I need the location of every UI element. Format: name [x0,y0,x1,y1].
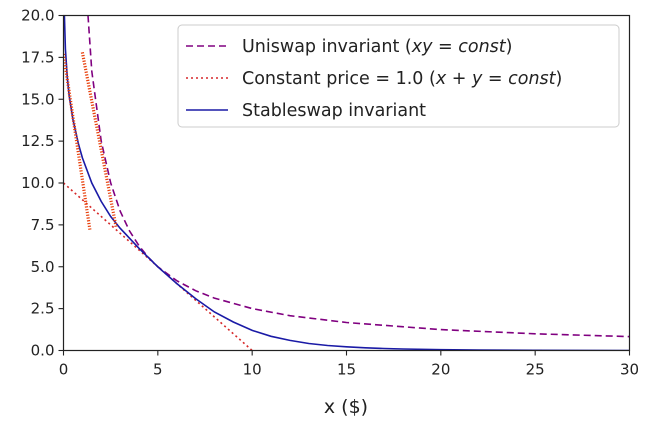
x-tick-label: 5 [153,361,163,379]
ticks-layer: 0 5 10 15 20 25 30 0.0 2.5 5.0 7.5 10.0 12.5 15.0 17.5… [21,7,639,379]
y-tick-label: 5.0 [31,258,55,276]
y-tick-label: 20.0 [21,7,54,25]
x-tick-label: 30 [620,361,639,379]
x-tick-label: 10 [243,361,262,379]
y-tick-label: 10.0 [21,174,54,192]
y-tick-label: 7.5 [31,216,55,234]
y-tick-label: 15.0 [21,90,54,108]
x-tick-label: 20 [431,361,450,379]
y-tick-label: 0.0 [31,342,55,360]
legend-label-1: Uniswap invariant (xy = const) [242,37,513,57]
y-tick-label: 12.5 [21,132,54,150]
tangent-line-2 [80,52,118,229]
x-tick-label: 0 [59,361,69,379]
legend-label-3: Stableswap invariant [242,101,426,121]
x-axis-label: x ($) [324,396,368,418]
y-tick-label: 17.5 [21,48,54,66]
x-tick-label: 15 [337,361,356,379]
series-line-1 [87,15,630,338]
x-tick-label: 25 [526,361,545,379]
y-tick-label: 2.5 [31,300,55,318]
legend-box [177,24,620,128]
annotation-layer [63,52,118,231]
legend-label-2: Constant price = 1.0 (x + y = const) [242,69,562,89]
legend: Uniswap invariant (xy = const) Constant p… [177,24,620,128]
